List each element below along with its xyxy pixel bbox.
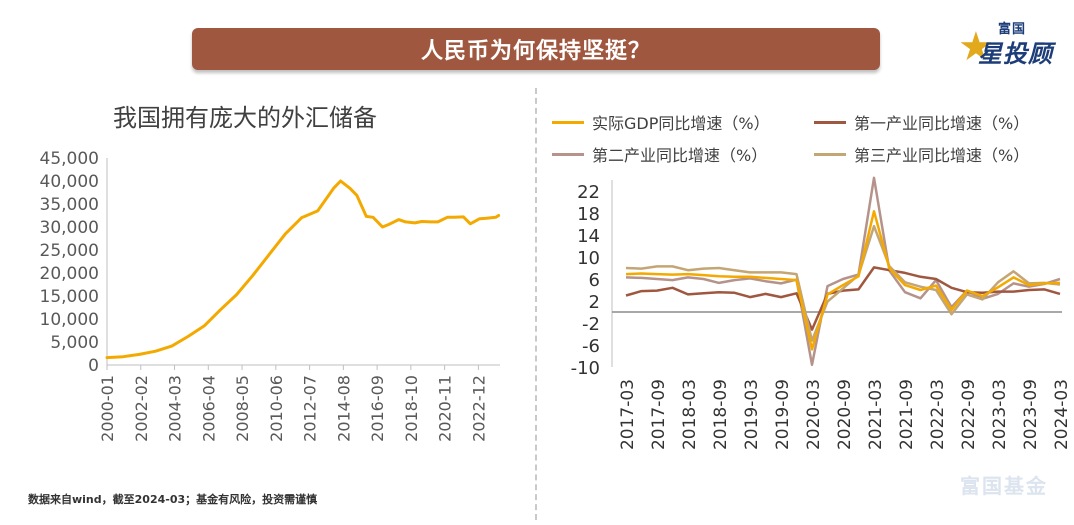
star-icon: ★ [958, 24, 994, 70]
legend-item-primary: 第一产业同比增速（%） [814, 110, 1029, 134]
right-x-tick-label: 2020-09 [835, 379, 855, 450]
right-y-tick-label: 6 [589, 270, 600, 291]
right-x-tick-label: 2017-03 [618, 379, 638, 450]
right-y-tick-label: 18 [577, 204, 600, 225]
x-tick-label: 2002-02 [132, 375, 151, 442]
brand-logo: ★ 富国 星投顾 [958, 18, 1058, 74]
y-tick-label: 45,000 [40, 149, 99, 169]
y-tick-label: 40,000 [40, 172, 99, 192]
legend-label-tertiary: 第三产业同比增速（%） [854, 146, 1030, 165]
x-tick-label: 2022-12 [469, 375, 488, 442]
legend-swatch-primary [814, 120, 846, 124]
right-x-tick-label: 2018-09 [711, 379, 731, 450]
y-tick-label: 20,000 [40, 264, 99, 284]
fx-reserve-chart: 0 5,000 10,000 15,000 20,000 25,000 30,000 35,0… [40, 149, 501, 442]
right-y-tick-label: -10 [571, 358, 600, 379]
legend-swatch-secondary [552, 152, 584, 156]
right-y-tick-label: 14 [577, 226, 600, 247]
right-x-tick-label: 2023-03 [990, 379, 1010, 450]
right-y-tick-label: -2 [582, 314, 600, 335]
footnote: 数据来自wind，截至2024-03；基金有风险，投资需谨慎 [28, 493, 318, 506]
x-tick-label: 2008-05 [233, 375, 252, 442]
right-x-tick-label: 2022-03 [928, 379, 948, 450]
left-chart-title: 我国拥有庞大的外汇储备 [113, 104, 377, 132]
y-tick-label: 30,000 [40, 218, 99, 238]
right-y-tick-label: 22 [577, 182, 600, 203]
y-tick-label: 25,000 [40, 241, 99, 261]
legend-label-primary: 第一产业同比增速（%） [854, 114, 1030, 133]
legend-swatch-gdp [552, 120, 584, 124]
right-y-tick-label: -6 [582, 336, 600, 357]
legend-item-secondary: 第二产业同比增速（%） [552, 142, 767, 166]
x-tick-label: 2014-08 [334, 375, 353, 442]
x-tick-label: 2006-04 [199, 375, 218, 442]
right-x-tick-label: 2021-09 [897, 379, 917, 450]
fx-reserve-line [105, 179, 501, 360]
right-x-tick-label: 2019-09 [773, 379, 793, 450]
watermark: 富国基金 [960, 474, 1048, 498]
right-x-tick-label: 2017-09 [649, 379, 669, 450]
y-tick-label: 0 [88, 356, 99, 376]
x-tick-label: 2010-06 [267, 375, 286, 442]
legend-item-gdp: 实际GDP同比增速（%） [552, 110, 770, 134]
right-x-tick-label: 2019-03 [742, 379, 762, 450]
right-x-tick-label: 2021-03 [866, 379, 886, 450]
right-x-tick-label: 2024-03 [1052, 379, 1072, 450]
legend-item-tertiary: 第三产业同比增速（%） [814, 142, 1029, 166]
x-tick-label: 2018-10 [402, 375, 421, 442]
legend-swatch-tertiary [814, 152, 846, 156]
brand-main-text: 星投顾 [978, 40, 1053, 68]
right-x-tick-label: 2018-03 [680, 379, 700, 450]
right-y-tick-label: 10 [577, 248, 600, 269]
legend-label-secondary: 第二产业同比增速（%） [592, 146, 768, 165]
x-tick-label: 2020-11 [436, 375, 455, 442]
x-tick-label: 2012-07 [301, 375, 320, 442]
x-tick-label: 2016-09 [368, 375, 387, 442]
banner-title: 人民币为何保持坚挺？ [420, 39, 651, 64]
right-x-tick-label: 2020-03 [804, 379, 824, 450]
y-tick-label: 15,000 [40, 287, 99, 307]
y-tick-label: 5,000 [50, 333, 99, 353]
y-tick-label: 35,000 [40, 195, 99, 215]
right-y-tick-label: 2 [589, 292, 600, 313]
x-tick-label: 2004-03 [166, 375, 185, 442]
series-line-3 [625, 224, 1061, 342]
title-banner: 人民币为何保持坚挺？ [192, 28, 880, 70]
y-tick-label: 10,000 [40, 310, 99, 330]
legend-label-gdp: 实际GDP同比增速（%） [592, 114, 770, 133]
panel-divider [535, 88, 537, 520]
series-line-2 [625, 176, 1061, 367]
brand-top-text: 富国 [998, 22, 1027, 37]
right-x-tick-label: 2022-09 [959, 379, 979, 450]
x-tick-label: 2000-01 [98, 375, 117, 442]
right-x-tick-label: 2023-09 [1021, 379, 1041, 450]
